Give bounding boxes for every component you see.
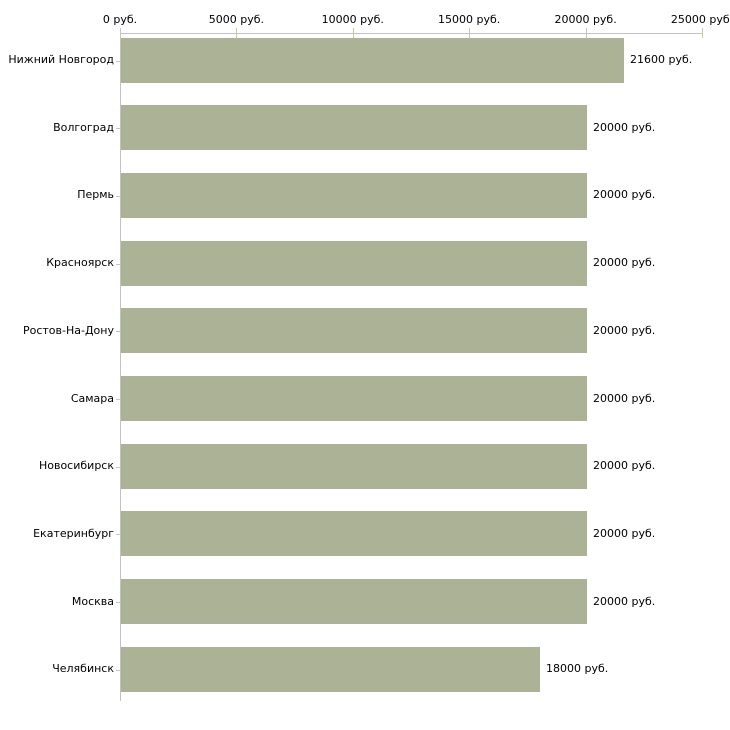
y-axis-tick <box>116 602 120 604</box>
value-label: 20000 руб. <box>593 120 656 134</box>
bar <box>121 308 587 354</box>
y-axis-tick <box>116 195 120 197</box>
bar-row: Пермь 20000 руб. <box>77 172 703 218</box>
bar-row: Москва 20000 руб. <box>72 579 703 625</box>
bar-row: Волгоград 20000 руб. <box>53 105 703 151</box>
category-label: Москва <box>71 594 114 608</box>
value-label: 20000 руб. <box>593 391 656 405</box>
value-label: 20000 руб. <box>593 188 656 202</box>
bar <box>121 37 624 83</box>
bar <box>121 579 587 625</box>
value-label: 21600 руб. <box>630 53 693 66</box>
y-axis-tick <box>116 331 120 333</box>
y-axis-tick <box>116 60 120 62</box>
x-axis-tick <box>352 28 354 38</box>
category-label: Пермь <box>77 188 114 202</box>
x-axis-tick-label: 20000 руб. <box>554 13 617 26</box>
bar-row: Нижний Новгород 21600 руб. <box>8 37 703 83</box>
bar-row: Ростов-На-Дону 20000 руб. <box>23 308 703 354</box>
category-label: Волгоград <box>53 120 114 134</box>
x-axis-tick-label: 10000 руб. <box>321 13 384 26</box>
y-axis-tick <box>116 466 120 468</box>
value-label: 20000 руб. <box>593 594 656 608</box>
bar-row: Красноярск 20000 руб. <box>46 240 703 286</box>
x-axis-tick <box>120 28 121 38</box>
y-axis-tick <box>116 669 120 671</box>
x-axis-tick-label: 5000 руб. <box>208 13 265 26</box>
bar-row: Самара 20000 руб. <box>71 376 703 421</box>
x-axis-line <box>120 33 703 34</box>
y-axis-tick <box>116 128 120 130</box>
bar <box>121 105 587 151</box>
x-axis-tick-label: 15000 руб. <box>438 13 501 26</box>
bar-row: Екатеринбург 20000 руб. <box>33 511 703 557</box>
y-axis-line <box>120 33 121 701</box>
value-label: 18000 руб. <box>546 662 609 676</box>
x-axis-tick <box>236 28 238 38</box>
value-label: 20000 руб. <box>593 256 656 270</box>
y-axis-tick <box>116 263 120 265</box>
category-label: Красноярск <box>46 256 114 270</box>
x-axis-tick-label: 0 руб. <box>102 13 138 26</box>
x-axis-tick <box>702 28 703 38</box>
x-axis-tick-label: 25000 руб. <box>670 13 730 26</box>
y-axis-tick <box>116 534 120 536</box>
category-label: Новосибирск <box>38 459 114 473</box>
y-axis-tick <box>116 399 120 400</box>
bar-row: Челябинск 18000 руб. <box>52 646 703 692</box>
x-axis-tick <box>469 28 471 38</box>
category-label: Челябинск <box>52 662 114 676</box>
x-axis-tick <box>585 28 587 38</box>
category-label: Ростов-На-Дону <box>22 323 114 337</box>
bar <box>121 376 587 421</box>
plot-area: 0 руб. 5000 руб. 10000 руб. 15000 руб. 20000… <box>8 13 730 701</box>
category-label: Нижний Новгород <box>8 53 114 66</box>
category-label: Екатеринбург <box>33 526 114 540</box>
bar <box>121 443 587 489</box>
bar-row: Новосибирск 20000 руб. <box>39 443 703 489</box>
bar <box>121 240 587 286</box>
bar <box>121 646 540 692</box>
category-label: Самара <box>70 391 114 405</box>
bar <box>121 172 587 218</box>
value-label: 20000 руб. <box>593 526 656 540</box>
value-label: 20000 руб. <box>593 459 656 473</box>
value-label: 20000 руб. <box>593 323 656 337</box>
bar <box>121 511 587 557</box>
